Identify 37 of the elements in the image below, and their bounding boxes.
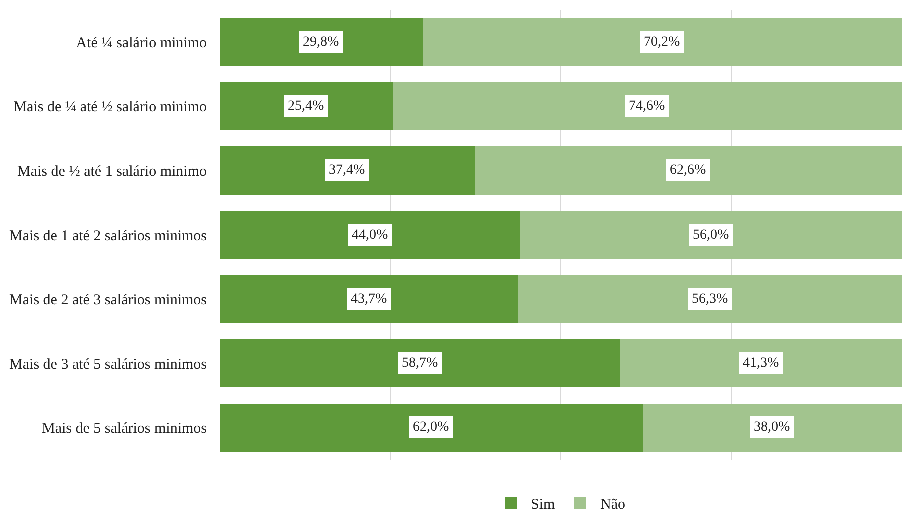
y-tick-label: Mais de 5 salários minimos <box>42 421 208 438</box>
data-label: 62,6% <box>670 163 706 178</box>
bar <box>220 404 643 452</box>
y-tick-label: Mais de ½ até 1 salário minimo <box>17 164 207 180</box>
bar <box>620 339 902 388</box>
data-label: 38,0% <box>754 420 790 435</box>
y-tick-label: Mais de 1 até 2 salários minimos <box>10 228 208 244</box>
data-label: 58,7% <box>402 356 438 371</box>
legend-label: Sim <box>531 497 556 514</box>
y-tick-label: Até ¼ salário minimo <box>76 35 207 52</box>
data-label: 25,4% <box>288 99 324 114</box>
data-label: 29,8% <box>303 35 340 50</box>
bar <box>220 339 620 388</box>
legend-label: Não <box>600 497 626 514</box>
bar <box>518 275 902 324</box>
data-label: 37,4% <box>329 163 366 178</box>
data-label: 74,6% <box>629 99 666 114</box>
data-label: 62,0% <box>413 420 450 435</box>
data-label: 70,2% <box>644 35 680 50</box>
bar <box>642 404 902 452</box>
data-label: 41,3% <box>743 356 780 371</box>
bar <box>220 146 476 195</box>
bar <box>423 18 902 66</box>
bar <box>220 210 520 260</box>
bar <box>220 275 518 324</box>
data-label: 44,0% <box>352 228 388 243</box>
data-label: 56,0% <box>693 228 730 243</box>
data-label: 56,3% <box>692 292 728 307</box>
y-tick-label: Mais de ¼ até ½ salário minimo <box>14 100 207 116</box>
bar <box>220 82 394 131</box>
bar <box>220 18 424 66</box>
y-tick-label: Mais de 3 até 5 salários minimos <box>10 356 208 373</box>
y-tick-label: Mais de 2 até 3 salários minimos <box>10 292 208 309</box>
bar <box>393 82 902 131</box>
bar <box>475 146 902 195</box>
data-label: 43,7% <box>351 292 388 307</box>
bar <box>520 210 902 260</box>
